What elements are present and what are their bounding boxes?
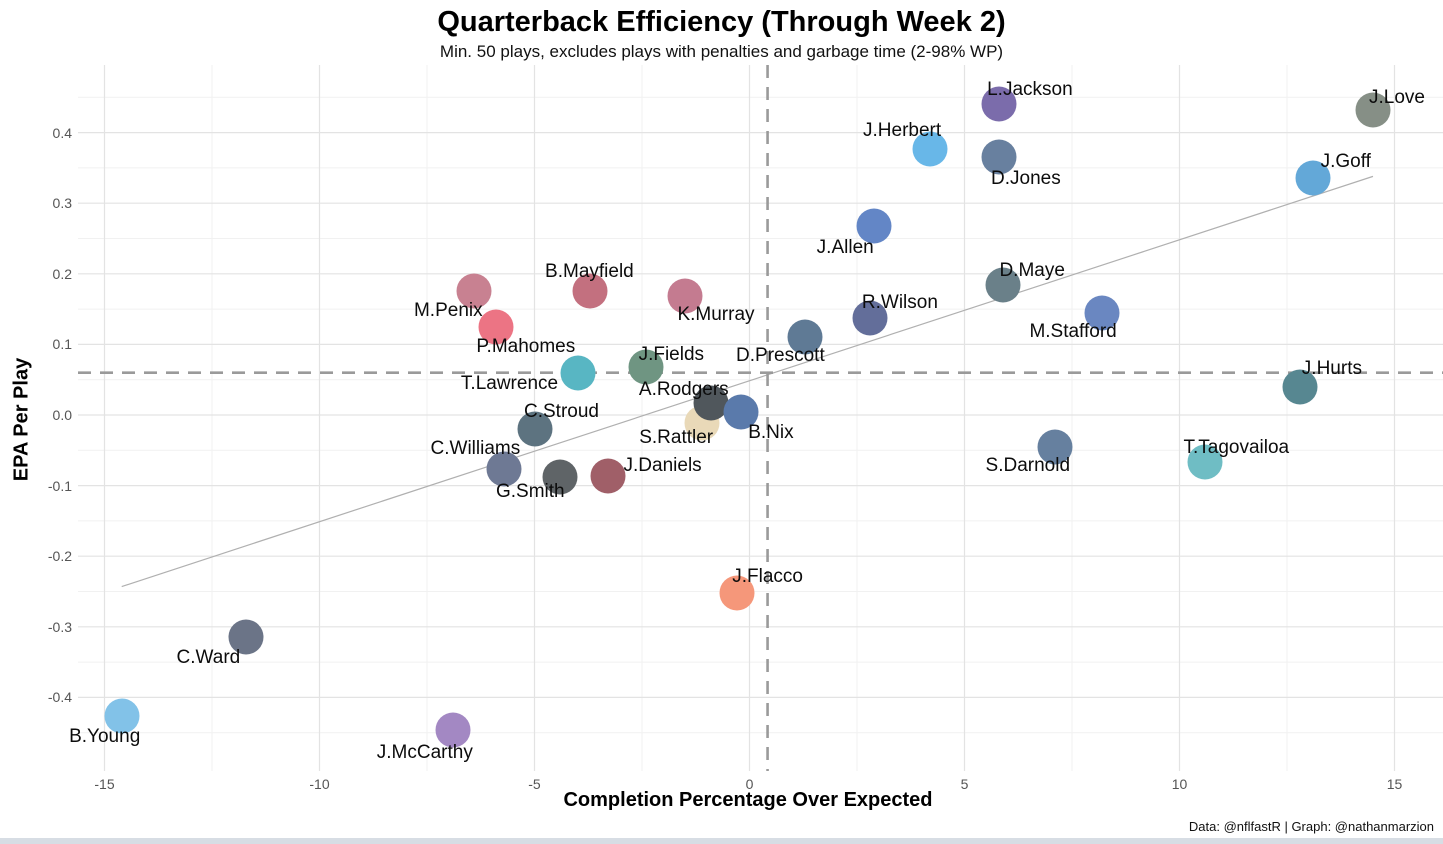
- data-point: [1037, 429, 1073, 465]
- data-point: [723, 394, 759, 430]
- y-tick-label: -0.1: [47, 477, 72, 494]
- x-tick-label: -15: [94, 776, 115, 792]
- data-point: [590, 458, 626, 494]
- data-point-label: J.Goff: [1320, 151, 1371, 173]
- data-point: [628, 349, 664, 385]
- data-point: [1295, 160, 1331, 196]
- y-tick-label: 0.3: [52, 195, 72, 212]
- data-point-label: A.Rodgers: [638, 378, 729, 400]
- y-tick-label: 0.0: [52, 407, 72, 423]
- data-point: [1355, 92, 1391, 128]
- data-point-label: T.Tagovailoa: [1183, 437, 1290, 459]
- data-point: [981, 86, 1017, 122]
- data-point-label: R.Wilson: [861, 292, 938, 314]
- data-point-label: J.Daniels: [623, 454, 702, 476]
- plot-area: B.Young C.Ward J.McCarthy M.Penix P.Mahomes C…: [69, 65, 1443, 771]
- y-tick-label: 0.1: [52, 336, 72, 353]
- x-tick-label: 10: [1171, 776, 1188, 792]
- data-point-label: G.Smith: [495, 481, 565, 503]
- data-point-label: B.Nix: [748, 422, 794, 444]
- data-point-label: S.Darnold: [985, 454, 1071, 476]
- x-tick-label: -5: [528, 776, 541, 792]
- data-point: [517, 411, 552, 447]
- data-point-label: D.Prescott: [736, 345, 825, 367]
- trend-line: [121, 175, 1374, 588]
- y-axis-title: EPA Per Play: [10, 357, 33, 482]
- caption: Data: @nflfastR | Graph: @nathanmarzion: [1188, 819, 1434, 834]
- data-point-label: M.Stafford: [1029, 321, 1117, 343]
- data-point-label: D.Maye: [999, 260, 1065, 282]
- data-point: [981, 139, 1017, 175]
- data-point: [572, 273, 608, 309]
- data-point: [719, 575, 755, 611]
- data-point: [456, 273, 492, 309]
- y-tick-label: 0.4: [52, 124, 72, 141]
- y-tick-label: -0.2: [47, 548, 72, 565]
- data-point: [478, 309, 514, 345]
- data-point-label: J.McCarthy: [376, 741, 473, 763]
- data-point: [1084, 295, 1120, 331]
- data-point: [104, 698, 140, 734]
- y-tick-label: -0.4: [47, 689, 72, 706]
- data-point: [228, 619, 264, 655]
- data-point: [486, 451, 522, 487]
- data-point: [667, 278, 703, 314]
- data-point-label: M.Penix: [413, 300, 483, 322]
- data-point-label: C.Stroud: [524, 401, 599, 423]
- y-tick-label: -0.3: [47, 618, 72, 635]
- data-point: [560, 355, 595, 391]
- data-point: [1187, 444, 1223, 480]
- x-tick-label: -10: [309, 776, 330, 792]
- x-tick-label: 0: [745, 776, 754, 792]
- data-point-label: J.Allen: [816, 236, 874, 258]
- data-point-label: J.Hurts: [1301, 357, 1362, 379]
- data-point-label: P.Mahomes: [476, 335, 576, 357]
- data-point-label: S.Rattler: [639, 426, 714, 448]
- data-point-label: B.Young: [69, 726, 141, 748]
- x-tick-label: 15: [1386, 776, 1403, 792]
- data-point: [856, 208, 892, 244]
- data-point: [912, 131, 948, 167]
- x-tick-label: 5: [960, 776, 969, 792]
- data-point-label: K.Murray: [677, 303, 755, 325]
- data-point-label: C.Ward: [176, 647, 241, 669]
- data-point: [852, 300, 888, 336]
- chart-subtitle: Min. 50 plays, excludes plays with penal…: [439, 42, 1004, 61]
- data-point-label: T.Lawrence: [460, 372, 559, 394]
- data-point-label: C.Williams: [430, 438, 521, 460]
- chart-title: Quarterback Efficiency (Through Week 2): [437, 6, 1006, 38]
- data-point: [985, 267, 1021, 303]
- bottom-strip: [0, 838, 1443, 844]
- data-point: [435, 712, 471, 748]
- data-point-label: J.Herbert: [863, 119, 942, 141]
- data-point-label: J.Love: [1369, 87, 1425, 108]
- data-point: [787, 319, 823, 355]
- plot-canvas: [78, 65, 1443, 771]
- data-point-label: D.Jones: [991, 168, 1061, 190]
- y-tick-label: 0.2: [52, 265, 72, 282]
- data-point-label: J.Fields: [638, 343, 705, 365]
- data-point-label: L.Jackson: [987, 78, 1073, 100]
- data-point: [693, 385, 729, 421]
- data-point: [542, 459, 578, 495]
- data-point-label: J.Flacco: [732, 565, 803, 587]
- x-axis-title: Completion Percentage Over Expected: [563, 789, 933, 811]
- data-point: [1282, 369, 1318, 405]
- data-point-label: B.Mayfield: [545, 261, 634, 283]
